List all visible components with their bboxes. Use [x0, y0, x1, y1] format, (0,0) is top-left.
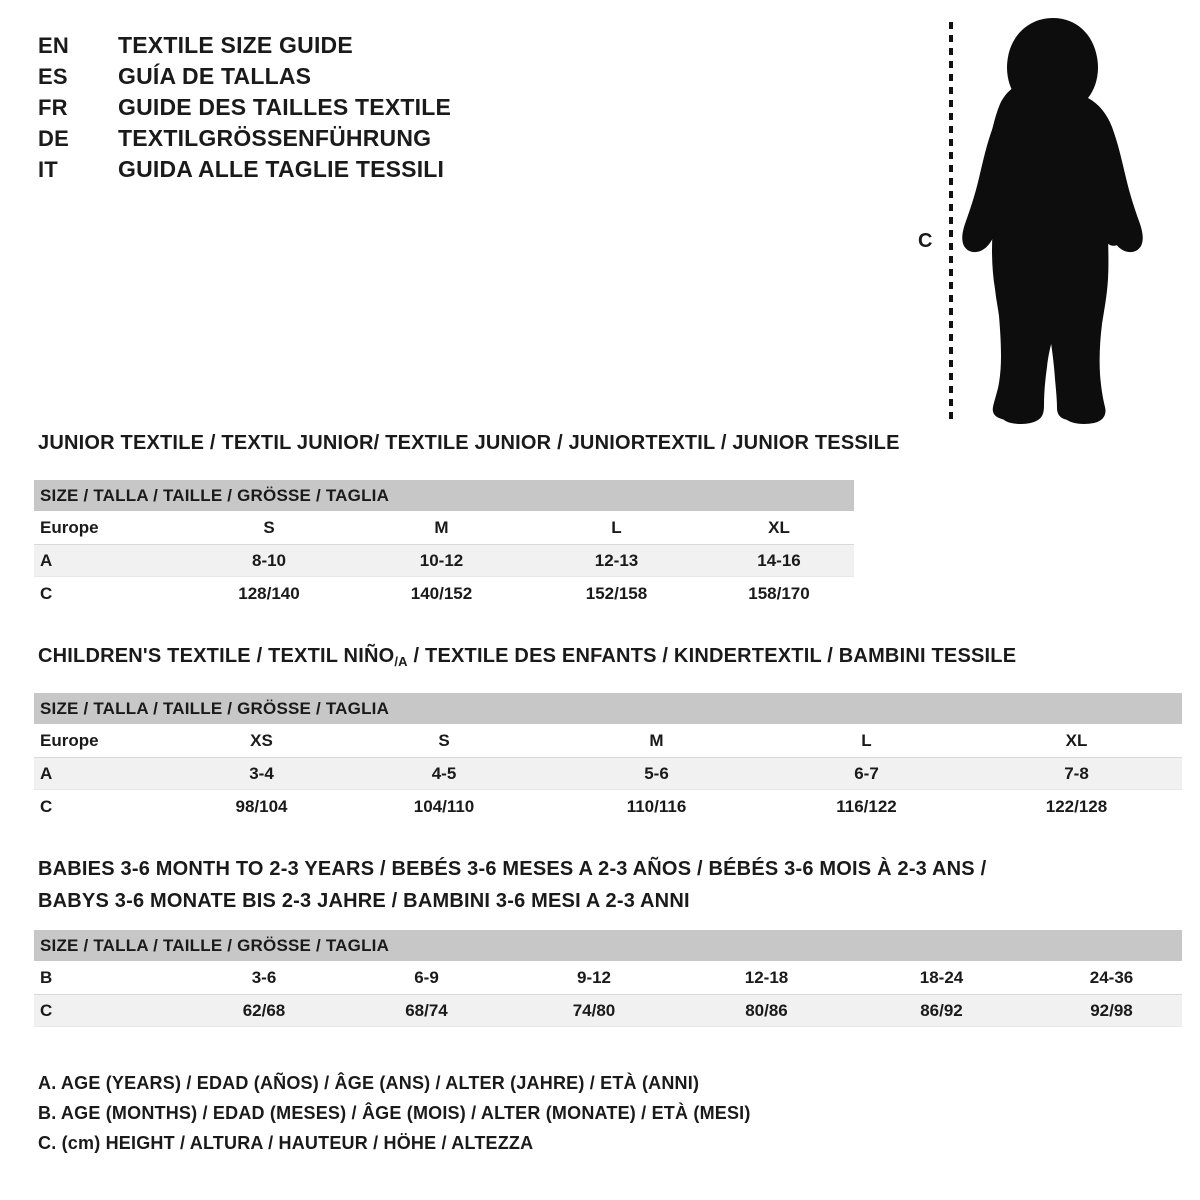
legend-block: A. AGE (YEARS) / EDAD (AÑOS) / ÂGE (ANS)…	[38, 1068, 1038, 1158]
height-measurement-figure: C	[900, 14, 1150, 429]
language-row-es: ES GUÍA DE TALLAS	[38, 63, 598, 94]
babies-row-c: C 62/68 68/74 74/80 80/86 86/92 92/98	[34, 994, 1182, 1027]
section-title-children-prefix: CHILDREN'S TEXTILE / TEXTIL NIÑO	[38, 645, 395, 667]
legend-line-a: A. AGE (YEARS) / EDAD (AÑOS) / ÂGE (ANS)…	[38, 1073, 700, 1093]
junior-row-a-cell-2: 12-13	[594, 550, 639, 570]
language-code-fr: FR	[38, 95, 68, 120]
babies-row-c-cell-1: 68/74	[405, 1000, 448, 1020]
child-silhouette-icon	[962, 18, 1143, 424]
junior-row-c-cell-3: 158/170	[748, 583, 810, 603]
junior-row-c-cell-0: 128/140	[238, 583, 300, 603]
children-row-a: A 3-4 4-5 5-6 6-7 7-8	[34, 757, 1182, 790]
section-title-junior: JUNIOR TEXTILE / TEXTIL JUNIOR/ TEXTILE …	[38, 432, 900, 454]
babies-row-b-cell-4: 18-24	[919, 967, 964, 987]
babies-row-c-cell-4: 86/92	[920, 1000, 963, 1020]
babies-row-b: B 3-6 6-9 9-12 12-18 18-24 24-36	[34, 961, 1182, 994]
language-code-de: DE	[38, 126, 69, 151]
junior-row-c-cell-1: 140/152	[410, 583, 473, 603]
height-dashed-line-icon	[949, 22, 953, 424]
children-size-col-xl: XL	[1065, 730, 1088, 750]
junior-size-col-xl: XL	[768, 517, 790, 537]
language-code-en: EN	[38, 33, 69, 58]
babies-row-c-cell-5: 92/98	[1090, 1000, 1133, 1020]
babies-row-b-cell-3: 12-18	[744, 967, 789, 987]
language-row-de: DE TEXTILGRÖSSENFÜHRUNG	[38, 125, 598, 156]
babies-row-c-cell-0: 62/68	[242, 1000, 286, 1020]
children-row-a-cell-0: 3-4	[249, 763, 274, 783]
section-title-children-sub: /A	[394, 654, 408, 669]
language-row-en: EN TEXTILE SIZE GUIDE	[38, 32, 598, 63]
language-code-it: IT	[38, 157, 58, 182]
guide-title-en: TEXTILE SIZE GUIDE	[118, 32, 353, 58]
language-row-it: IT GUIDA ALLE TAGLIE TESSILI	[38, 156, 598, 187]
section-title-children: CHILDREN'S TEXTILE / TEXTIL NIÑO/A / TEX…	[38, 645, 1016, 669]
children-size-col-xs: XS	[250, 730, 273, 750]
section-title-children-suffix: / TEXTILE DES ENFANTS / KINDERTEXTIL / B…	[407, 645, 1017, 667]
children-row-a-cell-2: 5-6	[644, 763, 669, 783]
junior-row-a-cell-1: 10-12	[419, 550, 464, 570]
guide-title-es: GUÍA DE TALLAS	[118, 63, 312, 89]
legend-line-b: B. AGE (MONTHS) / EDAD (MESES) / ÂGE (MO…	[38, 1103, 751, 1123]
junior-size-table: SIZE / TALLA / TAILLE / GRÖSSE / TAGLIA …	[34, 480, 854, 610]
junior-row-a-label: A	[40, 550, 53, 570]
babies-row-c-cell-3: 80/86	[745, 1000, 788, 1020]
children-row-c-label: C	[40, 796, 53, 816]
children-region-label: Europe	[40, 730, 99, 750]
children-size-col-l: L	[861, 730, 872, 750]
junior-region-label: Europe	[40, 517, 99, 537]
junior-row-a: A 8-10 10-12 12-13 14-16	[34, 544, 854, 577]
language-title-block: EN TEXTILE SIZE GUIDE ES GUÍA DE TALLAS …	[38, 32, 598, 187]
babies-size-table: SIZE / TALLA / TAILLE / GRÖSSE / TAGLIA …	[34, 930, 1182, 1027]
children-header-row: Europe XS S M L XL	[34, 724, 1182, 757]
babies-row-c-label: C	[40, 1000, 53, 1020]
measure-label-c: C	[918, 230, 933, 252]
junior-size-col-m: M	[434, 517, 449, 537]
junior-table-bar-label: SIZE / TALLA / TAILLE / GRÖSSE / TAGLIA	[34, 480, 854, 511]
children-table-bar-label: SIZE / TALLA / TAILLE / GRÖSSE / TAGLIA	[34, 693, 1182, 724]
children-row-c-cell-3: 116/122	[836, 796, 897, 816]
section-title-babies-line1: BABIES 3-6 MONTH TO 2-3 YEARS / BEBÉS 3-…	[38, 858, 987, 880]
children-row-a-cell-4: 7-8	[1064, 763, 1089, 783]
junior-row-a-cell-3: 14-16	[757, 550, 801, 570]
section-title-babies-line2: BABYS 3-6 MONATE BIS 2-3 JAHRE / BAMBINI…	[38, 890, 690, 912]
guide-title-it: GUIDA ALLE TAGLIE TESSILI	[118, 156, 445, 182]
junior-row-c-cell-2: 152/158	[585, 583, 648, 603]
children-row-a-cell-1: 4-5	[431, 763, 457, 783]
children-row-a-cell-3: 6-7	[854, 763, 879, 783]
babies-row-b-cell-1: 6-9	[414, 967, 439, 987]
children-row-a-label: A	[40, 763, 53, 783]
children-row-c-cell-2: 110/116	[626, 796, 687, 816]
junior-row-a-cell-0: 8-10	[251, 550, 287, 570]
language-row-fr: FR GUIDE DES TAILLES TEXTILE	[38, 94, 598, 125]
babies-row-b-cell-2: 9-12	[576, 967, 612, 987]
babies-row-b-cell-5: 24-36	[1089, 967, 1134, 987]
babies-row-b-label: B	[40, 967, 53, 987]
language-code-es: ES	[38, 64, 68, 89]
children-size-col-s: S	[438, 730, 450, 750]
children-size-table: SIZE / TALLA / TAILLE / GRÖSSE / TAGLIA …	[34, 693, 1182, 823]
guide-title-fr: GUIDE DES TAILLES TEXTILE	[118, 94, 451, 120]
legend-line-c: C. (cm) HEIGHT / ALTURA / HAUTEUR / HÖHE…	[38, 1133, 534, 1153]
children-size-col-m: M	[649, 730, 664, 750]
babies-table-bar-label: SIZE / TALLA / TAILLE / GRÖSSE / TAGLIA	[34, 930, 1182, 961]
children-row-c-cell-1: 104/110	[413, 796, 475, 816]
children-row-c-cell-4: 122/128	[1045, 796, 1108, 816]
babies-row-b-cell-0: 3-6	[251, 967, 277, 987]
junior-size-col-s: S	[263, 517, 275, 537]
children-row-c-cell-0: 98/104	[235, 796, 288, 816]
junior-row-c: C 128/140 140/152 152/158 158/170	[34, 577, 854, 610]
junior-header-row: Europe S M L XL	[34, 511, 854, 544]
guide-title-de: TEXTILGRÖSSENFÜHRUNG	[118, 125, 432, 151]
babies-row-c-cell-2: 74/80	[572, 1000, 616, 1020]
junior-row-c-label: C	[40, 583, 53, 603]
junior-size-col-l: L	[611, 517, 622, 537]
children-row-c: C 98/104 104/110 110/116 116/122 122/128	[34, 790, 1182, 823]
